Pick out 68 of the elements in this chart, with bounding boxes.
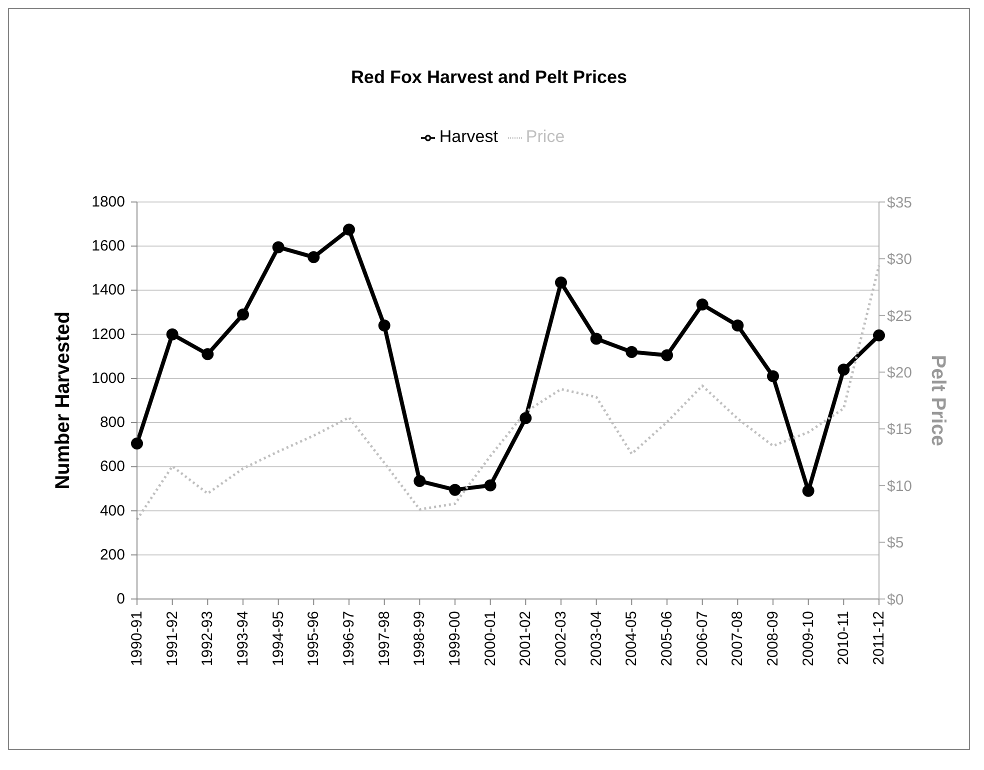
y2-axis-title: Pelt Price	[926, 354, 949, 446]
x-tick-label: 1996-97	[340, 611, 358, 666]
x-tick-label: 2009-10	[800, 611, 817, 666]
point	[343, 224, 355, 236]
point	[802, 484, 814, 497]
x-tick-label: 2002-03	[552, 611, 570, 666]
point	[696, 298, 708, 311]
y-tick-label: 1600	[92, 238, 125, 255]
x-tick-label: 1999-00	[446, 611, 464, 666]
y2-tick-label: $10	[887, 478, 912, 495]
x-tick-label: 1992-93	[199, 611, 216, 666]
point	[237, 308, 249, 320]
y2-tick-label: $30	[887, 251, 912, 268]
point	[272, 241, 284, 254]
y-tick-label: 1800	[92, 194, 125, 210]
y2-tick-label: $5	[887, 534, 904, 552]
legend-label: Harvest	[439, 127, 498, 146]
point	[484, 479, 496, 492]
point	[449, 484, 461, 496]
point	[838, 364, 850, 376]
legend-label: Price	[526, 127, 565, 146]
point	[308, 251, 320, 264]
chart-title: Red Fox Harvest and Pelt Prices	[350, 67, 628, 88]
y2-tick-label: $35	[887, 194, 912, 212]
point	[626, 346, 638, 358]
point	[414, 475, 426, 488]
point	[661, 349, 673, 362]
x-tick-label: 1993-94	[234, 611, 252, 666]
x-tick-label: 2000-01	[482, 611, 499, 666]
point	[131, 438, 143, 450]
point	[166, 328, 178, 340]
x-tick-label: 1998-99	[411, 611, 428, 666]
point	[767, 370, 779, 382]
y-tick-label: 1200	[92, 326, 125, 343]
point	[520, 412, 532, 424]
x-tick-label: 2001-02	[517, 611, 534, 666]
y-tick-label: 200	[100, 546, 125, 564]
x-tick-label: 2004-05	[623, 611, 640, 666]
x-tick-label: 2007-08	[729, 611, 746, 666]
point	[732, 320, 744, 332]
point	[590, 332, 602, 345]
y2-tick-label: $0	[887, 591, 904, 608]
line-series	[136, 264, 880, 521]
point	[378, 320, 390, 332]
point	[555, 276, 567, 289]
y-tick-label: 600	[100, 458, 125, 476]
y-tick-label: 800	[100, 414, 125, 432]
x-tick-label: 2011-12	[870, 611, 888, 665]
x-tick-label: 1994-95	[270, 611, 287, 666]
y2-tick-label: $25	[887, 308, 912, 325]
y-tick-label: 400	[100, 502, 125, 520]
x-tick-label: 2008-09	[764, 611, 782, 666]
x-tick-label: 1991-92	[164, 611, 181, 666]
y-tick-label: 0	[116, 590, 125, 608]
x-tick-label: 2003-04	[588, 611, 605, 666]
point	[202, 348, 214, 360]
x-tick-label: 2010-11	[835, 611, 852, 665]
x-tick-label: 1997-98	[376, 611, 393, 666]
x-tick-label: 1990-91	[128, 611, 146, 666]
y-tick-label: 1000	[92, 370, 125, 387]
y2-tick-label: $20	[887, 364, 912, 382]
x-tick-label: 1995-96	[305, 611, 322, 666]
x-tick-label: 2005-06	[658, 611, 676, 666]
y2-tick-label: $15	[887, 421, 912, 438]
point	[873, 329, 885, 342]
x-tick-label: 2006-07	[694, 611, 711, 666]
y-axis-title: Number Harvested	[52, 312, 74, 490]
y-tick-label: 1400	[92, 282, 125, 299]
